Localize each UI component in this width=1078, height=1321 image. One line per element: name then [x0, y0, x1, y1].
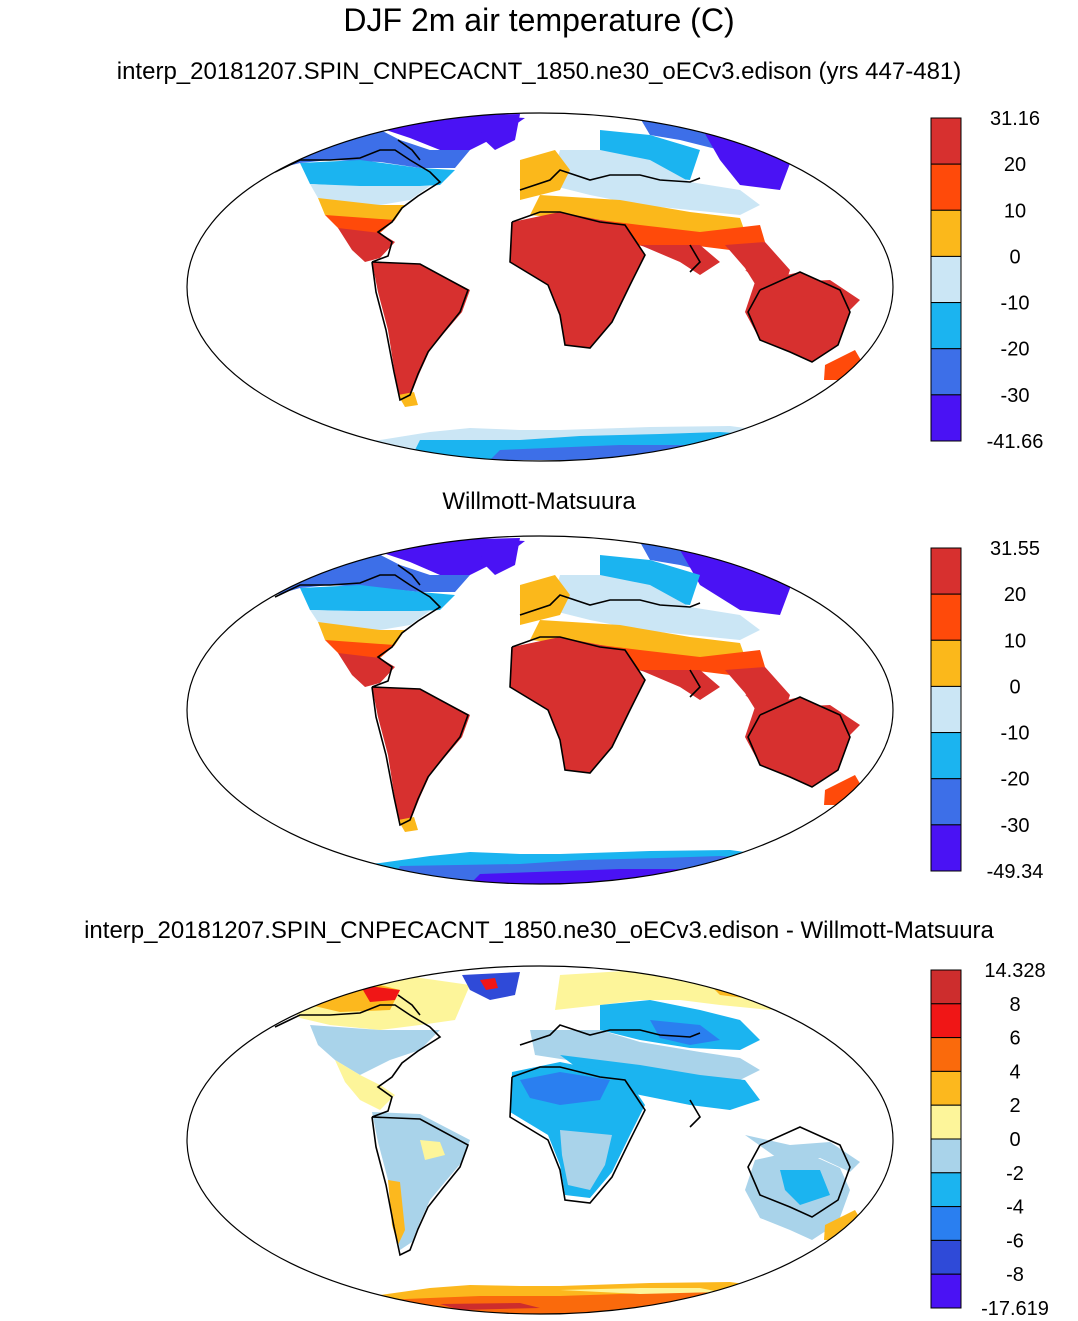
panel3-title: interp_20181207.SPIN_CNPECACNT_1850.ne30…: [84, 917, 994, 944]
colorbar-2-swatch: [930, 685, 962, 734]
panel1-map: [272, 113, 862, 460]
colorbar-3-swatch: [930, 1037, 962, 1072]
colorbar-2-tick-label: 20: [1004, 584, 1026, 606]
colorbar-3-tick-label: -8: [1006, 1264, 1024, 1286]
colorbar-3-tick-label: 6: [1009, 1028, 1020, 1050]
panel2-greenland: [480, 538, 520, 575]
panel1-greenland: [480, 114, 520, 150]
colorbar-1-tick-label: 20: [1004, 154, 1026, 176]
colorbar-3-swatch: [930, 1003, 962, 1039]
panel1-coastlines: [274, 139, 851, 402]
colorbar-2-swatch: [930, 778, 962, 826]
panel1-australia: [745, 270, 862, 380]
colorbar-1-swatch: [930, 255, 962, 304]
panel3-antarctica: [280, 1282, 800, 1314]
panel3-australia: [745, 1135, 862, 1240]
panel1-title: interp_20181207.SPIN_CNPECACNT_1850.ne30…: [116, 58, 962, 85]
colorbar-2-swatch: [930, 547, 962, 595]
colorbar-1-swatch: [930, 117, 962, 165]
colorbar-3-swatch: [930, 1138, 962, 1174]
panel2-title: Willmott-Matsuura: [442, 488, 636, 515]
panel3-map: [274, 966, 862, 1314]
panel3-africa: [510, 1062, 645, 1198]
colorbar-2-tick-label: 10: [1004, 630, 1026, 652]
colorbar-1-tick-label: 31.16: [990, 108, 1040, 130]
colorbar-2-swatch: [930, 593, 962, 641]
colorbar-3-tick-label: -17.619: [981, 1298, 1049, 1320]
colorbar-1-tick-label: -30: [1001, 385, 1030, 407]
colorbar-1-tick-label: -20: [1001, 339, 1030, 361]
colorbar-1-swatch: [930, 209, 962, 257]
colorbar-2-tick-label: -49.34: [987, 861, 1044, 883]
panel2-antarctica: [280, 850, 800, 884]
panel2-map-border: [186, 535, 894, 885]
colorbar-2-tick-label: 0: [1009, 676, 1020, 698]
panel3-map-border: [186, 965, 894, 1315]
colorbar-3-tick-label: 4: [1009, 1061, 1020, 1083]
colorbar-3-swatch: [930, 1104, 962, 1140]
panel1-south-america: [372, 262, 470, 407]
panel2-coastlines: [274, 564, 851, 827]
colorbar-3-swatch: [930, 1206, 962, 1241]
colorbar-2-tick-label: -10: [1001, 723, 1030, 745]
colorbar-1-tick-label: -10: [1001, 293, 1030, 315]
colorbar-1-swatch: [930, 394, 962, 442]
colorbar-3-tick-label: 0: [1009, 1129, 1020, 1151]
colorbar-2-swatch: [930, 824, 962, 872]
colorbar-3-swatch: [930, 1239, 962, 1275]
panel3-north-america: [278, 972, 520, 1110]
panel2-australia: [745, 695, 862, 805]
colorbar-1: 31.16 20 10 0 -10 -20 -30 -41.66: [930, 108, 1044, 453]
panel2-south-america: [372, 687, 470, 832]
colorbar-2: 31.55 20 10 0 -10 -20 -30 -49.34: [930, 538, 1044, 883]
panel2-africa: [510, 637, 645, 773]
colorbar-1-tick-label: 0: [1009, 246, 1020, 268]
panel1-africa: [510, 212, 645, 348]
colorbar-1-tick-label: 10: [1004, 200, 1026, 222]
panel3-south-america: [372, 1112, 470, 1250]
colorbar-2-tick-label: -20: [1001, 769, 1030, 791]
panel2-map: [272, 536, 862, 884]
colorbar-2-swatch: [930, 639, 962, 687]
colorbar-3-swatch: [930, 1070, 962, 1106]
colorbar-1-tick-label: -41.66: [987, 431, 1044, 453]
panel2-eurasia: [520, 536, 810, 725]
colorbar-1-swatch: [930, 302, 962, 350]
colorbar-3-tick-label: 2: [1009, 1095, 1020, 1117]
colorbar-3-tick-label: -4: [1006, 1197, 1024, 1219]
colorbar-1-swatch: [930, 348, 962, 396]
colorbar-2-tick-label: -30: [1001, 815, 1030, 837]
colorbar-2-swatch: [930, 732, 962, 780]
panel1-map-border: [186, 112, 894, 462]
colorbar-3-swatch: [930, 1172, 962, 1208]
colorbar-3-tick-label: 14.328: [984, 960, 1045, 982]
panel3-coastlines: [274, 994, 851, 1257]
colorbar-3-swatch: [930, 969, 962, 1005]
colorbar-1-swatch: [930, 163, 962, 211]
main-title: DJF 2m air temperature (C): [343, 2, 735, 38]
colorbar-3-swatch: [930, 1273, 962, 1309]
colorbar-3-tick-label: -6: [1006, 1230, 1024, 1252]
colorbar-2-tick-label: 31.55: [990, 538, 1040, 560]
colorbar-3: 14.328 8 6 4 2 0 -2 -4 -6 -8 -17.619: [930, 960, 1049, 1320]
colorbar-3-tick-label: -2: [1006, 1163, 1024, 1185]
panel1-antarctica: [280, 426, 800, 460]
colorbar-3-tick-label: 8: [1009, 994, 1020, 1016]
